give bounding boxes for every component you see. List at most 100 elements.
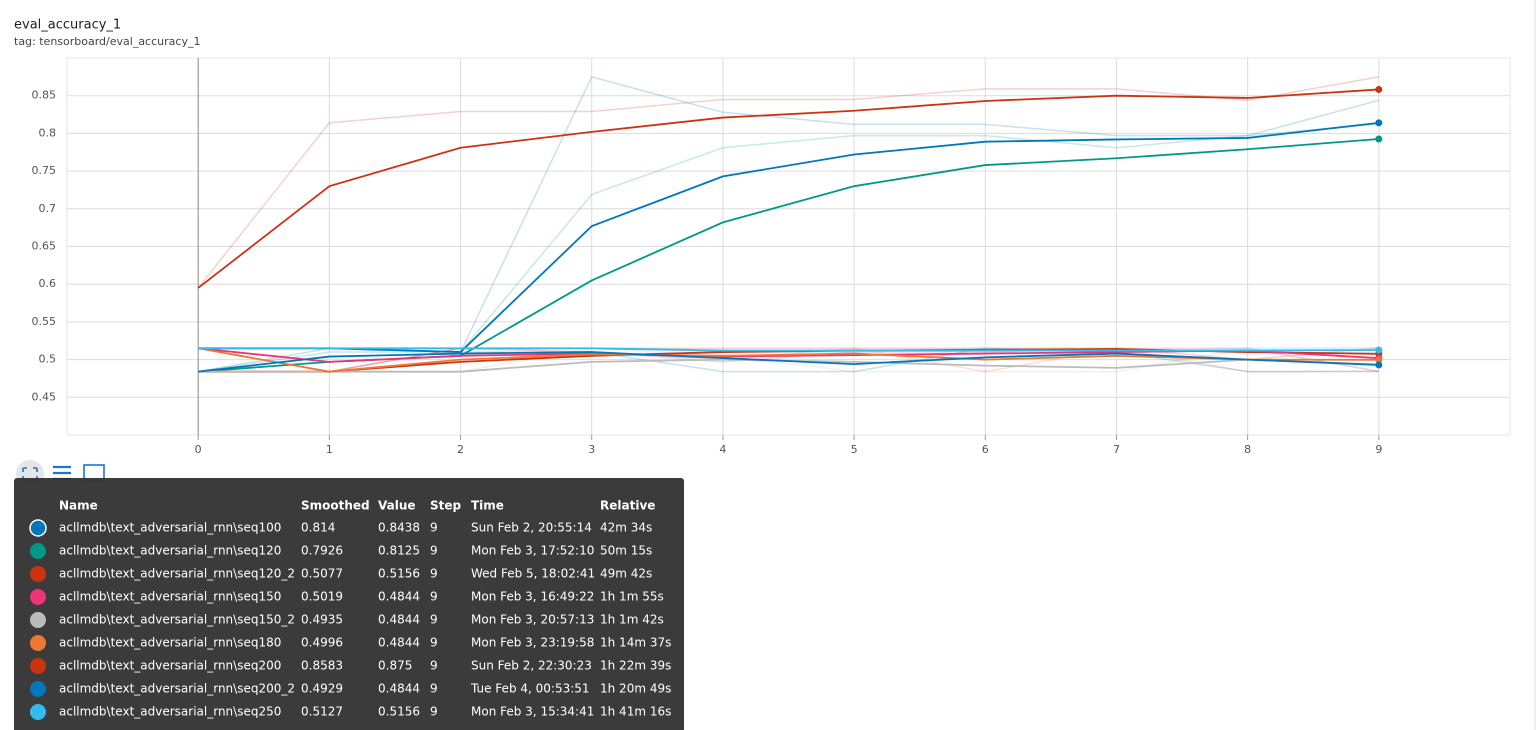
raw-line (198, 75, 1380, 353)
x-tick-label: 9 (1375, 443, 1382, 456)
tooltip-cell: 0.4844 (378, 590, 420, 604)
x-tick-label: 2 (457, 443, 464, 456)
tooltip-header: Smoothed (301, 499, 370, 513)
tooltip-cell: 49m 42s (600, 567, 652, 581)
tooltip-header: Step (430, 499, 462, 513)
smoothed-line (198, 121, 1379, 353)
tooltip-cell: 0.4844 (378, 636, 420, 650)
tooltip: Name Smoothed Value Step Time Relative acllmdb… (14, 478, 684, 730)
tooltip-cell: 9 (430, 590, 438, 604)
y-tick-label: 0.85 (32, 89, 57, 102)
tooltip-cell: Tue Feb 4, 00:53:51 (470, 682, 590, 696)
smoothed-line (198, 138, 1379, 373)
tooltip-cell: 0.8438 (378, 521, 420, 535)
tooltip-cell: 9 (430, 544, 438, 558)
end-dot (1375, 346, 1383, 354)
smoothed-line (197, 88, 1379, 289)
tooltip-cell: 0.4996 (301, 636, 343, 650)
tooltip-cell: 42m 34s (600, 521, 652, 535)
x-tick-label: 4 (719, 443, 726, 456)
smoothed-line (198, 347, 1379, 352)
end-dot (1375, 135, 1383, 143)
y-tick-label: 0.75 (32, 164, 57, 177)
tooltip-cell: 9 (430, 682, 438, 696)
run-swatch (30, 704, 46, 720)
tooltip-cell: 9 (430, 636, 438, 650)
tooltip-cell: 0.4844 (378, 613, 420, 627)
tooltip-cell: 0.814 (301, 521, 335, 535)
end-dot (1375, 361, 1383, 369)
smoothed-line (198, 351, 1379, 373)
tooltip-header: Time (471, 499, 504, 513)
run-swatch (30, 635, 46, 651)
y-tick-label: 0.55 (32, 315, 57, 328)
tooltip-cell: 0.5019 (301, 590, 343, 604)
tooltip-cell: acllmdb\text_adversarial_rnn\seq120_2 (59, 567, 295, 581)
tooltip-cell: acllmdb\text_adversarial_rnn\seq150_2 (59, 613, 295, 627)
x-tick-label: 1 (326, 443, 333, 456)
tooltip-cell: 50m 15s (600, 544, 652, 558)
tooltip-cell: 9 (430, 705, 438, 719)
x-tick-label: 6 (982, 443, 989, 456)
x-tick-label: 0 (195, 443, 202, 456)
x-tick-label: 5 (851, 443, 858, 456)
chart-title: eval_accuracy_1 (14, 18, 121, 33)
y-tick-label: 0.7 (39, 202, 57, 215)
tooltip-cell: Mon Feb 3, 23:19:58 (471, 636, 594, 650)
y-tick-label: 0.6 (39, 277, 57, 290)
tooltip-cell: acllmdb\text_adversarial_rnn\seq200 (59, 659, 281, 673)
tooltip-cell: 0.4844 (378, 682, 420, 696)
tooltip-cell: Mon Feb 3, 17:52:10 (471, 544, 594, 558)
plot: 0.45 0.5 0.55 0.6 0.65 0.7 0.75 0.8 0.85 0 1 2 3 4 5 6 7… (32, 57, 1511, 456)
tooltip-cell: acllmdb\text_adversarial_rnn\seq180 (59, 636, 281, 650)
tooltip-cell: acllmdb\text_adversarial_rnn\seq200_2 (59, 682, 295, 696)
tooltip-header: Value (378, 499, 416, 513)
raw-line (198, 347, 1379, 373)
chart-subtitle: tag: tensorboard/eval_accuracy_1 (14, 35, 200, 48)
tooltip-cell: 1h 20m 49s (600, 682, 671, 696)
y-tick-label: 0.65 (32, 240, 57, 253)
end-dot (1375, 85, 1383, 93)
tooltip-cell: 0.875 (378, 659, 412, 673)
tooltip-cell: Wed Feb 5, 18:02:41 (471, 567, 595, 581)
raw-line (197, 76, 1379, 289)
raw-line (198, 347, 1379, 373)
y-tick-label: 0.8 (39, 126, 57, 139)
tooltip-cell: 1h 22m 39s (600, 659, 671, 673)
tooltip-cell: acllmdb\text_adversarial_rnn\seq100 (59, 521, 281, 535)
tooltip-cell: 9 (430, 613, 438, 627)
raw-line (198, 123, 1379, 373)
list-icon[interactable] (53, 465, 71, 481)
tooltip-cell: 1h 1m 55s (600, 590, 664, 604)
tooltip-cell: 0.5156 (378, 567, 420, 581)
tooltip-cell: 0.7926 (301, 544, 343, 558)
tooltip-cell: 9 (430, 567, 438, 581)
run-swatch (30, 543, 46, 559)
tooltip-cell: 0.5127 (301, 705, 343, 719)
tooltip-cell: Mon Feb 3, 15:34:41 (471, 705, 594, 719)
tooltip-bg (14, 478, 684, 730)
tooltip-cell: 1h 41m 16s (600, 705, 671, 719)
tooltip-cell: Sun Feb 2, 20:55:14 (471, 521, 592, 535)
y-tick-label: 0.5 (39, 353, 57, 366)
run-swatch (30, 566, 46, 582)
tooltip-cell: 0.4929 (301, 682, 343, 696)
tooltip-cell: acllmdb\text_adversarial_rnn\seq150 (59, 590, 281, 604)
run-swatch (30, 589, 46, 605)
x-tick-label: 8 (1244, 443, 1251, 456)
tooltip-cell: 0.8583 (301, 659, 343, 673)
run-swatch (29, 519, 47, 537)
tooltip-cell: Mon Feb 3, 16:49:22 (471, 590, 594, 604)
tooltip-cell: acllmdb\text_adversarial_rnn\seq120 (59, 544, 281, 558)
x-tick-label: 3 (588, 443, 595, 456)
tooltip-cell: Sun Feb 2, 22:30:23 (471, 659, 592, 673)
tooltip-cell: 0.4935 (301, 613, 343, 627)
run-swatch (30, 681, 46, 697)
end-dot (1375, 356, 1383, 364)
smoothed-line (198, 347, 1379, 373)
tooltip-cell: acllmdb\text_adversarial_rnn\seq250 (59, 705, 281, 719)
tooltip-cell: 1h 1m 42s (600, 613, 664, 627)
tooltip-cell: 9 (430, 521, 438, 535)
